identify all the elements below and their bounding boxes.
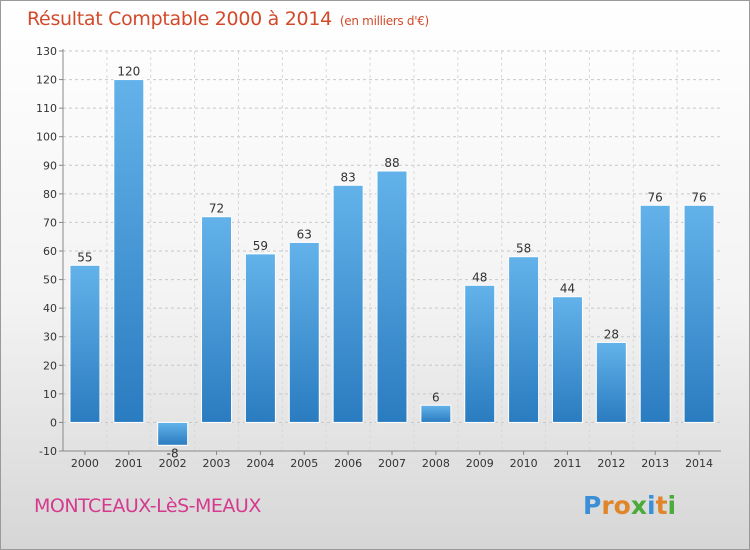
x-tick-label-2001: 2001: [115, 457, 143, 470]
bar-2005: [288, 241, 320, 423]
value-label-2011: 44: [560, 282, 575, 296]
x-tick-label-2005: 2005: [290, 457, 318, 470]
y-tick-label: 70: [43, 216, 57, 229]
bars: [69, 79, 715, 446]
y-tick-label: -10: [39, 445, 57, 458]
y-tick-label: 30: [43, 331, 57, 344]
bar-2001: [113, 79, 145, 423]
y-tick-label: 110: [36, 102, 57, 115]
y-tick-label: 120: [36, 74, 57, 87]
bar-2002: [157, 421, 189, 446]
y-tick-label: 60: [43, 245, 57, 258]
x-tick-label-2013: 2013: [641, 457, 669, 470]
value-label-2005: 63: [297, 227, 312, 241]
y-tick-label: 20: [43, 359, 57, 372]
value-label-2014: 76: [691, 190, 706, 204]
bar-2013: [639, 204, 671, 423]
bar-2007: [376, 170, 408, 423]
proxiti-logo: Proxiti: [583, 491, 676, 520]
bar-2012: [595, 341, 627, 423]
value-label-2002: -8: [167, 446, 179, 460]
x-tick-label-2004: 2004: [246, 457, 274, 470]
value-label-2000: 55: [77, 250, 92, 264]
commune-name: MONTCEAUX-LèS-MEAUX: [34, 495, 261, 517]
logo-letter: i: [647, 491, 656, 520]
x-tick-label-2002: 2002: [159, 457, 187, 470]
x-tick-label-2000: 2000: [71, 457, 99, 470]
value-label-2010: 58: [516, 242, 531, 256]
logo-letter: x: [630, 491, 647, 520]
value-label-2004: 59: [253, 239, 268, 253]
value-label-2001: 120: [117, 65, 140, 79]
y-tick-label: 0: [50, 416, 57, 429]
y-tick-label: 50: [43, 274, 57, 287]
y-tick-label: 130: [36, 45, 57, 58]
x-tick-label-2011: 2011: [553, 457, 581, 470]
y-tick-label: 10: [43, 388, 57, 401]
value-label-2012: 28: [604, 327, 619, 341]
logo-letter: P: [583, 491, 602, 520]
chart-title: Résultat Comptable 2000 à 2014 (en millie…: [27, 8, 429, 30]
y-tick-label: 40: [43, 302, 57, 315]
value-label-2006: 83: [340, 170, 355, 184]
bar-2000: [69, 264, 101, 423]
value-label-2003: 72: [209, 202, 224, 216]
chart-subtitle: (en milliers d'€): [339, 14, 429, 28]
bar-2010: [508, 256, 540, 423]
title-text: Résultat Comptable 2000 à 2014: [27, 8, 332, 30]
logo-letter: i: [667, 491, 677, 520]
value-label-2013: 76: [648, 190, 663, 204]
bar-2011: [551, 296, 583, 423]
x-tick-label-2009: 2009: [466, 457, 494, 470]
value-label-2009: 48: [472, 270, 487, 284]
bar-2014: [683, 204, 715, 423]
logo-letter: r: [601, 491, 614, 520]
bar-2004: [244, 253, 276, 423]
labels: 55 120 -8 72 59 63 83 88 6 48 58 44 28 76 76: [77, 65, 706, 461]
x-tick-label-2012: 2012: [597, 457, 625, 470]
bar-2008: [420, 404, 452, 423]
value-label-2008: 6: [432, 390, 440, 404]
value-label-2007: 88: [384, 156, 399, 170]
x-tick-label-2003: 2003: [203, 457, 231, 470]
axes: -10 0 10 20 30 40 50 60 70 80 90 100 110 120 130 2000 20…: [36, 45, 721, 470]
x-tick-label-2006: 2006: [334, 457, 362, 470]
logo-letter: o: [613, 491, 631, 520]
x-tick-label-2008: 2008: [422, 457, 450, 470]
bar-2006: [332, 184, 364, 423]
x-tick-label-2010: 2010: [510, 457, 538, 470]
y-tick-label: 100: [36, 131, 57, 144]
y-tick-label: 90: [43, 159, 57, 172]
logo-letter: t: [655, 491, 668, 520]
x-tick-label-2014: 2014: [685, 457, 713, 470]
x-tick-label-2007: 2007: [378, 457, 406, 470]
bar-2009: [464, 284, 496, 423]
y-tick-label: 80: [43, 188, 57, 201]
bar-2003: [201, 216, 233, 423]
